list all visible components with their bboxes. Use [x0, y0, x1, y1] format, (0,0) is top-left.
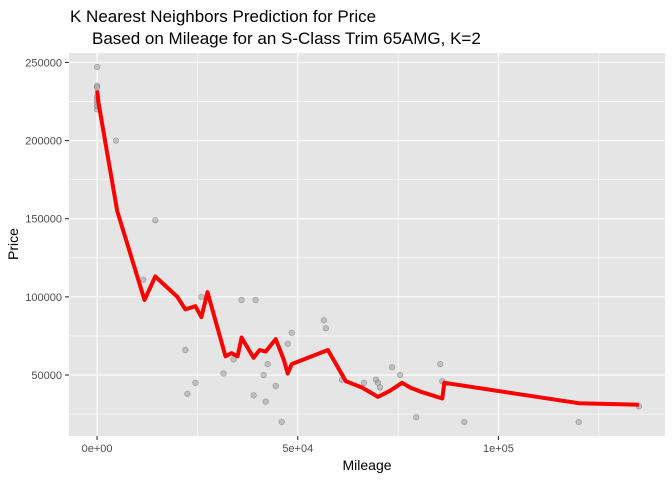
data-point [388, 364, 396, 371]
data-point [260, 371, 267, 379]
x-axis-title: Mileage [342, 457, 391, 473]
x-tick-label: 1e+05 [483, 443, 514, 455]
data-point [264, 360, 271, 368]
data-point [322, 325, 329, 332]
data-point [112, 137, 120, 144]
y-tick-label: 100000 [25, 292, 62, 304]
data-point [152, 217, 159, 224]
x-tick-label: 5e+04 [282, 443, 313, 455]
data-point [192, 379, 199, 386]
data-point [230, 356, 237, 363]
data-point [320, 317, 327, 324]
y-tick-label: 250000 [25, 57, 62, 69]
y-axis-ticks: 50000 100000 150000 200000 250000 [25, 57, 69, 382]
data-point [272, 382, 279, 390]
chart-subtitle: Based on Mileage for an S-Class Trim 65A… [92, 29, 481, 48]
x-axis-ticks: 0e+00 5e+04 1e+05 [82, 436, 514, 455]
data-point [461, 418, 468, 426]
data-point [437, 360, 444, 368]
data-point [252, 296, 259, 304]
data-point [262, 398, 269, 405]
data-point [278, 418, 285, 426]
data-point [198, 293, 205, 300]
data-point [250, 392, 257, 399]
chart-title: K Nearest Neighbors Prediction for Price [70, 7, 376, 26]
data-point [288, 329, 295, 336]
data-point [140, 276, 147, 283]
data-point [284, 340, 291, 347]
prediction-line [95, 90, 639, 407]
grid-major [69, 53, 665, 436]
grid-minor [69, 53, 665, 436]
data-point [93, 63, 101, 71]
plot-panel [69, 53, 665, 436]
data-point [376, 384, 384, 391]
data-point [182, 346, 189, 354]
data-point [360, 379, 368, 386]
y-axis-title: Price [5, 228, 21, 260]
prediction-line-path [95, 90, 639, 407]
y-tick-label: 50000 [31, 370, 62, 382]
x-tick-label: 0e+00 [82, 443, 113, 455]
data-point [238, 296, 245, 304]
data-point [397, 371, 404, 379]
data-point [413, 414, 420, 421]
y-tick-label: 150000 [25, 214, 62, 226]
data-point [220, 370, 227, 377]
data-point [575, 418, 582, 426]
y-tick-label: 200000 [25, 136, 62, 148]
data-point [93, 84, 101, 91]
data-point [184, 390, 191, 397]
